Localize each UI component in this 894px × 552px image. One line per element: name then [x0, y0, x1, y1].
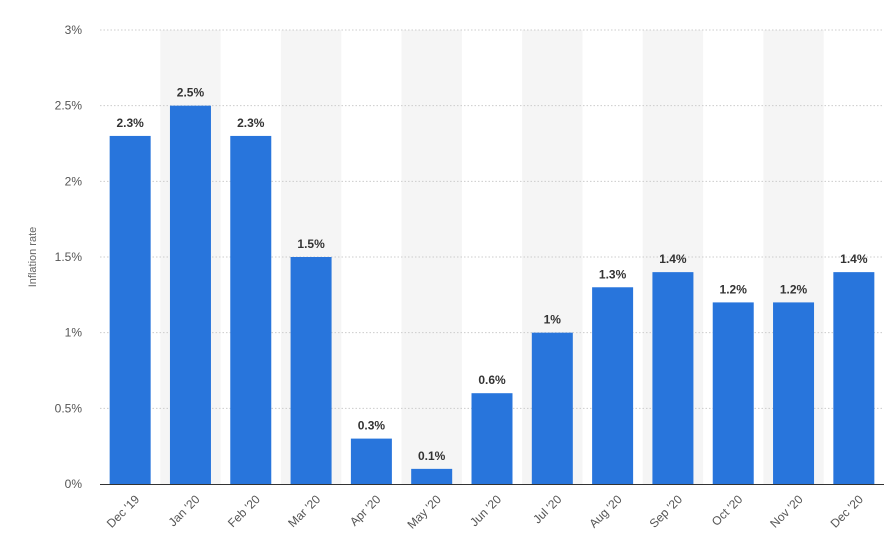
bar-value-label: 1.3% — [599, 267, 627, 281]
x-tick-label: Dec '20 — [828, 492, 867, 531]
bar-value-label: 0.3% — [358, 419, 386, 433]
y-axis-title: Inflation rate — [27, 227, 39, 288]
bars — [109, 105, 875, 485]
bar[interactable] — [109, 135, 151, 484]
bar[interactable] — [773, 302, 815, 484]
bar-value-label: 1.4% — [840, 252, 868, 266]
y-tick-label: 1.5% — [55, 250, 83, 264]
bar-value-label: 2.3% — [116, 116, 144, 130]
bar[interactable] — [230, 135, 272, 484]
x-tick-label: Sep '20 — [647, 492, 686, 531]
x-tick-label: Mar '20 — [285, 492, 323, 530]
bar-value-label: 1% — [544, 313, 562, 327]
y-axis-ticks: 0% 0.5% 1% 1.5% 2% 2.5% 3% — [55, 23, 83, 491]
bar-value-label: 0.1% — [418, 449, 446, 463]
bar[interactable] — [290, 257, 332, 484]
x-axis-ticks: Dec '19 Jan '20 Feb '20 Mar '20 Apr '20 May '… — [104, 492, 866, 532]
y-tick-label: 0.5% — [55, 401, 83, 415]
x-tick-label: Jun '20 — [467, 492, 504, 529]
bar[interactable] — [833, 272, 875, 484]
x-tick-label: Aug '20 — [586, 492, 625, 531]
x-tick-label: Feb '20 — [225, 492, 263, 530]
x-tick-label: Jul '20 — [530, 492, 564, 526]
bar[interactable] — [531, 332, 573, 484]
bar-value-label: 1.5% — [297, 237, 325, 251]
bar-value-label: 0.6% — [478, 373, 506, 387]
bar[interactable] — [411, 468, 453, 484]
bar[interactable] — [471, 393, 513, 484]
bar-value-labels: 2.3% 2.5% 2.3% 1.5% 0.3% 0.1% 0.6% 1% 1.3% 1.4% 1.… — [116, 86, 867, 463]
bar-value-label: 2.5% — [177, 86, 205, 100]
y-tick-label: 3% — [65, 23, 83, 37]
bar-value-label: 1.4% — [659, 252, 687, 266]
bar-value-label: 1.2% — [720, 282, 748, 296]
y-tick-label: 0% — [65, 477, 83, 491]
y-tick-label: 2% — [65, 174, 83, 188]
bar-value-label: 1.2% — [780, 282, 808, 296]
bar[interactable] — [592, 287, 634, 484]
x-tick-label: May '20 — [404, 492, 444, 532]
x-tick-label: Dec '19 — [104, 492, 143, 531]
y-tick-label: 1% — [65, 326, 83, 340]
x-tick-label: Oct '20 — [709, 492, 746, 529]
background-band — [401, 30, 462, 484]
x-tick-label: Apr '20 — [347, 492, 384, 529]
bar[interactable] — [169, 105, 211, 485]
x-tick-label: Nov '20 — [767, 492, 806, 531]
bar[interactable] — [652, 272, 694, 484]
bar[interactable] — [712, 302, 754, 484]
y-tick-label: 2.5% — [55, 99, 83, 113]
bar-value-label: 2.3% — [237, 116, 265, 130]
x-tick-label: Jan '20 — [166, 492, 203, 529]
bar[interactable] — [350, 438, 392, 484]
